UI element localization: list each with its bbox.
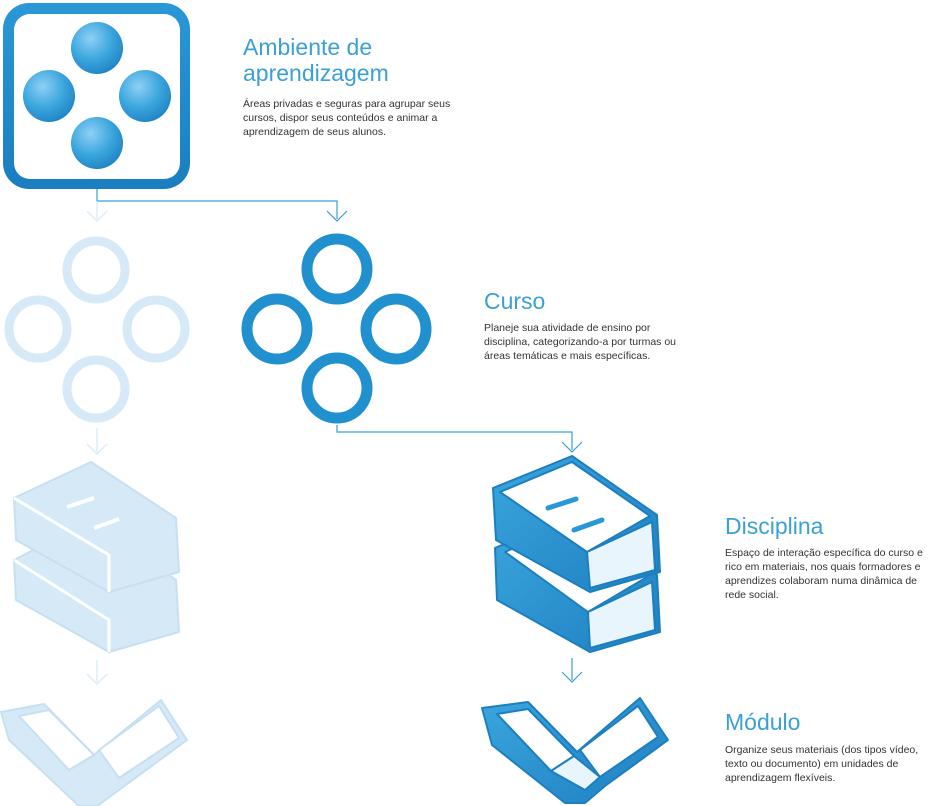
connector-faded-3 (86, 660, 108, 685)
connector-curso-disciplina (336, 425, 583, 453)
connector-faded-1 (86, 201, 108, 222)
stacked-books-icon (492, 455, 661, 653)
title-ambiente: Ambiente de aprendizagem (243, 34, 389, 86)
faded-rings-icon (4, 236, 190, 423)
title-disciplina: Disciplina (725, 513, 824, 539)
description-disciplina: Espaço de interação específica do curso … (725, 547, 923, 601)
four-rings-icon (241, 233, 432, 424)
connector-ambiente-curso (96, 189, 348, 222)
description-curso: Planeje sua atividade de ensino por disc… (484, 322, 677, 362)
connector-disciplina-modulo (561, 658, 583, 683)
open-book-icon (481, 697, 669, 804)
faded-stacked-books-icon (13, 461, 180, 653)
faded-open-book-icon (0, 699, 188, 806)
description-modulo: Organize seus materiais (dos tipos vídeo… (725, 744, 919, 784)
title-curso: Curso (484, 288, 546, 314)
title-modulo: Módulo (725, 709, 801, 735)
four-dots-icon (3, 3, 190, 189)
description-ambiente: Áreas privadas e seguras para agrupar se… (243, 98, 451, 138)
connector-faded-2 (86, 428, 108, 455)
